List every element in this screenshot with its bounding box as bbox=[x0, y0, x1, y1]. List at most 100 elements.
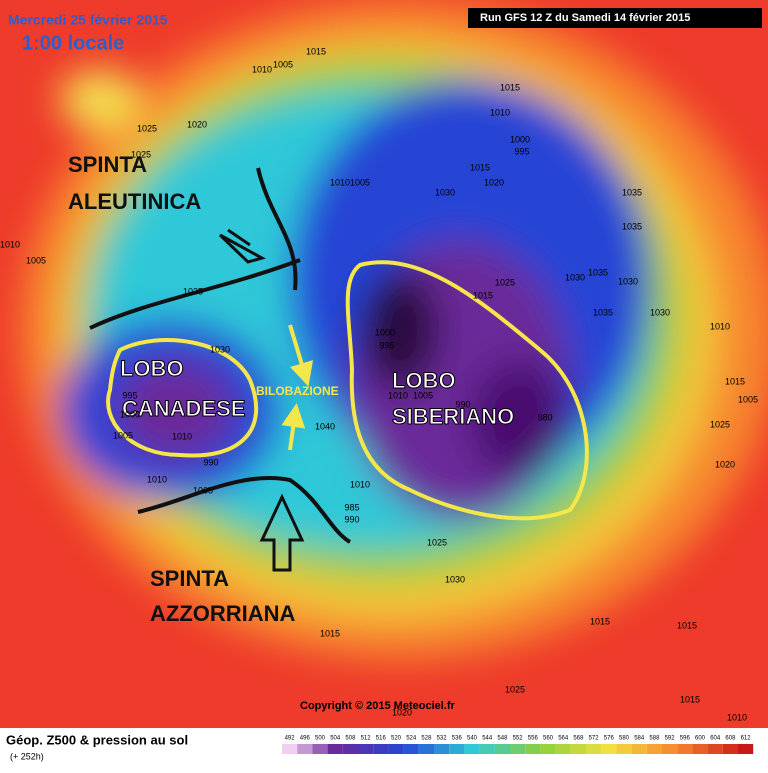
copyright: Copyright © 2015 Meteociel.fr bbox=[300, 700, 456, 712]
pressure-label: 1010 bbox=[147, 474, 167, 484]
legend-value: 492 bbox=[285, 736, 296, 742]
pressure-label: 1010 bbox=[490, 107, 510, 117]
legend-swatch bbox=[677, 744, 693, 754]
pressure-label: 1000 bbox=[375, 327, 395, 337]
annotation: AZZORRIANA bbox=[150, 601, 296, 626]
legend-swatch bbox=[418, 744, 434, 754]
legend-swatch bbox=[662, 744, 678, 754]
pressure-label: 1030 bbox=[650, 307, 670, 317]
pressure-label: 1005 bbox=[738, 394, 758, 404]
pressure-label: 1010 bbox=[330, 177, 350, 187]
pressure-label: 1005 bbox=[413, 390, 433, 400]
pressure-label: 1035 bbox=[622, 187, 642, 197]
legend-swatch bbox=[722, 744, 738, 754]
legend-swatch bbox=[403, 744, 419, 754]
legend-swatch bbox=[525, 744, 541, 754]
legend-value: 572 bbox=[589, 736, 600, 742]
pressure-label: 990 bbox=[203, 457, 218, 467]
pressure-label: 1015 bbox=[470, 162, 490, 172]
legend-swatch bbox=[586, 744, 602, 754]
pressure-label: 1005 bbox=[273, 59, 293, 69]
time: 1:00 locale bbox=[22, 32, 124, 54]
pressure-label: 1035 bbox=[622, 221, 642, 231]
legend-value: 520 bbox=[391, 736, 402, 742]
legend-value: 512 bbox=[361, 736, 372, 742]
legend-swatch bbox=[555, 744, 571, 754]
legend-value: 544 bbox=[482, 736, 493, 742]
pressure-label: 1015 bbox=[680, 694, 700, 704]
pressure-label: 1015 bbox=[500, 82, 520, 92]
pressure-label: 1005 bbox=[113, 430, 133, 440]
annotation: SPINTA bbox=[68, 152, 147, 177]
pressure-label: 1025 bbox=[710, 419, 730, 429]
pressure-label: 995 bbox=[122, 390, 137, 400]
annotation: CANADESE bbox=[122, 396, 245, 421]
pressure-label: 1015 bbox=[306, 46, 326, 56]
pressure-label: 1010 bbox=[388, 390, 408, 400]
legend-swatch bbox=[570, 744, 586, 754]
pressure-label: 1020 bbox=[484, 177, 504, 187]
pressure-label: 1010 bbox=[710, 321, 730, 331]
annotation: ALEUTINICA bbox=[68, 189, 201, 214]
pressure-label: 1010 bbox=[252, 64, 272, 74]
pressure-label: 1005 bbox=[193, 485, 213, 495]
pressure-label: 1040 bbox=[315, 421, 335, 431]
field bbox=[0, 0, 768, 728]
legend-value: 496 bbox=[300, 736, 311, 742]
pressure-label: 990 bbox=[344, 514, 359, 524]
legend-value: 604 bbox=[710, 736, 721, 742]
pressure-label: 990 bbox=[455, 399, 470, 409]
pressure-label: 1005 bbox=[350, 177, 370, 187]
legend-value: 516 bbox=[376, 736, 387, 742]
pressure-label: 1035 bbox=[588, 267, 608, 277]
legend-swatch bbox=[738, 744, 754, 754]
pressure-label: 1015 bbox=[473, 290, 493, 300]
legend-value: 528 bbox=[421, 736, 432, 742]
legend-value: 548 bbox=[497, 736, 508, 742]
legend-swatch bbox=[692, 744, 708, 754]
legend-swatch bbox=[327, 744, 343, 754]
legend-swatch bbox=[707, 744, 723, 754]
legend-swatch bbox=[342, 744, 358, 754]
pressure-label: 1025 bbox=[137, 123, 157, 133]
legend-value: 584 bbox=[634, 736, 645, 742]
annotation: SIBERIANO bbox=[392, 404, 514, 429]
pressure-label: 1030 bbox=[435, 187, 455, 197]
legend-swatch bbox=[449, 744, 465, 754]
legend-swatch bbox=[373, 744, 389, 754]
annotation: LOBO bbox=[392, 368, 456, 393]
pressure-label: 1010 bbox=[350, 479, 370, 489]
legend-swatch bbox=[434, 744, 450, 754]
pressure-label: 1015 bbox=[590, 616, 610, 626]
pressure-label: 1025 bbox=[495, 277, 515, 287]
legend-value: 580 bbox=[619, 736, 630, 742]
legend-swatch bbox=[646, 744, 662, 754]
lobe-outlines bbox=[106, 260, 589, 521]
legend-swatch bbox=[494, 744, 510, 754]
push-lines bbox=[89, 167, 352, 572]
pressure-label: 1020 bbox=[715, 459, 735, 469]
legend-value: 600 bbox=[695, 736, 706, 742]
pressure-label: 980 bbox=[537, 412, 552, 422]
run-box bbox=[468, 8, 762, 28]
legend-swatch bbox=[388, 744, 404, 754]
legend-value: 576 bbox=[604, 736, 615, 742]
pressure-label: 1010 bbox=[0, 239, 20, 249]
pressure-label: 1025 bbox=[427, 537, 447, 547]
legend-swatch bbox=[479, 744, 495, 754]
legend-swatch bbox=[601, 744, 617, 754]
legend-value: 524 bbox=[406, 736, 417, 742]
pressure-label: 1020 bbox=[392, 707, 412, 717]
legend-value: 536 bbox=[452, 736, 463, 742]
legend-swatch bbox=[616, 744, 632, 754]
legend-value: 560 bbox=[543, 736, 554, 742]
pressure-label: 1015 bbox=[320, 628, 340, 638]
legend-swatch bbox=[282, 744, 298, 754]
pressure-label: 1030 bbox=[618, 276, 638, 286]
legend-value: 504 bbox=[330, 736, 341, 742]
pressure-label: 1000 bbox=[510, 134, 530, 144]
pressure-label: 1025 bbox=[505, 684, 525, 694]
pressure-label: 1025 bbox=[131, 149, 151, 159]
legend-value: 568 bbox=[573, 736, 584, 742]
